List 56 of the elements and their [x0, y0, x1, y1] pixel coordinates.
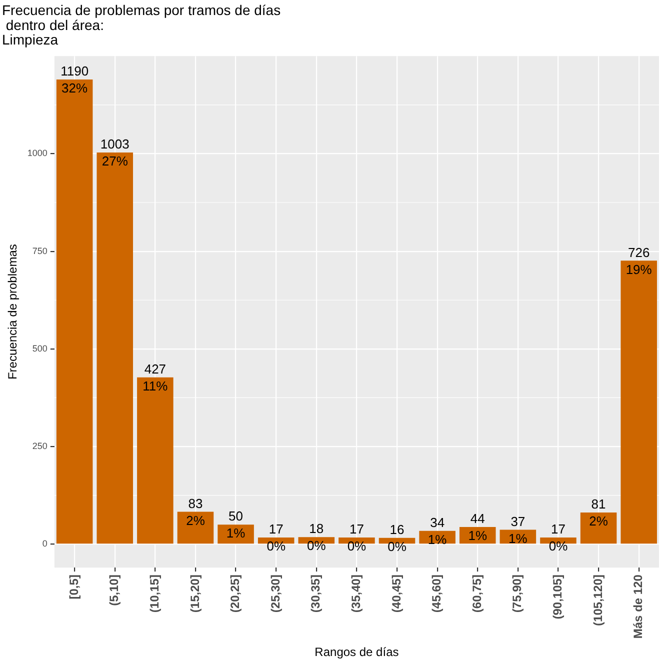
data-label: 37: [510, 514, 526, 529]
x-tick-label: (35,40]: [349, 574, 364, 613]
annotation: 19%: [626, 262, 652, 277]
data-label: 17: [551, 522, 566, 537]
x-tick-label: (5,10]: [107, 574, 122, 606]
annotation: 11%: [142, 378, 168, 394]
x-tick-label: (15,20]: [188, 574, 202, 613]
data-label: 44: [470, 511, 485, 526]
x-tick-label: (10,15]: [147, 574, 162, 613]
x-tick-label: (20,25]: [228, 574, 242, 613]
y-axis-title: Frecuencia de problemas: [6, 244, 20, 380]
x-tick-label: (60,75]: [470, 574, 484, 613]
data-label: 1190: [60, 64, 89, 79]
bar: [580, 512, 617, 544]
data-label: 726: [628, 244, 650, 260]
y-tick-label: 1000: [27, 148, 48, 158]
data-label: 18: [309, 521, 324, 536]
y-tick-label: 0: [42, 538, 48, 549]
bar: [137, 377, 174, 544]
annotation: 1%: [428, 532, 448, 547]
annotation: 32%: [62, 80, 88, 96]
x-tick-label: (75,90]: [510, 574, 524, 613]
data-label: 83: [188, 496, 203, 511]
annotation: 0%: [388, 538, 407, 554]
data-label: 17: [349, 522, 364, 537]
bar: [218, 524, 254, 544]
data-label: 81: [591, 496, 606, 512]
bar: [177, 512, 214, 544]
annotation: 27%: [102, 154, 128, 169]
data-label: 1003: [100, 136, 130, 152]
x-tick-label: (90,105]: [550, 574, 565, 620]
x-axis-title: Rangos de días: [314, 645, 399, 660]
x-tick-label: (25,30]: [268, 574, 282, 613]
x-tick-label: [0,5]: [66, 574, 81, 600]
x-tick-label: (45,60]: [430, 574, 444, 613]
x-tick-label: (30,35]: [308, 574, 323, 613]
data-label: 34: [430, 514, 445, 530]
data-label: 16: [390, 522, 404, 537]
annotation: 1%: [226, 526, 246, 541]
x-tick-label: Más de 120: [631, 574, 646, 639]
annotation: 1%: [468, 528, 488, 544]
y-tick-label: 750: [32, 246, 48, 256]
annotation: 1%: [508, 530, 528, 546]
annotation: 2%: [186, 512, 206, 528]
data-label: 427: [144, 362, 166, 376]
x-tick-label: (40,45]: [389, 574, 404, 613]
y-tick-label: 250: [32, 441, 48, 452]
data-label: 17: [268, 522, 284, 537]
bar: [620, 260, 657, 544]
x-tick-label: (105,120]: [590, 574, 605, 626]
bar: [56, 80, 93, 544]
bar: [96, 152, 134, 544]
y-tick-label: 500: [32, 343, 48, 354]
chart-title: Frecuencia de problemas por tramos de días dentro del área: Limpieza: [2, 2, 281, 48]
data-label: 50: [228, 508, 244, 524]
annotation: 2%: [589, 514, 608, 529]
